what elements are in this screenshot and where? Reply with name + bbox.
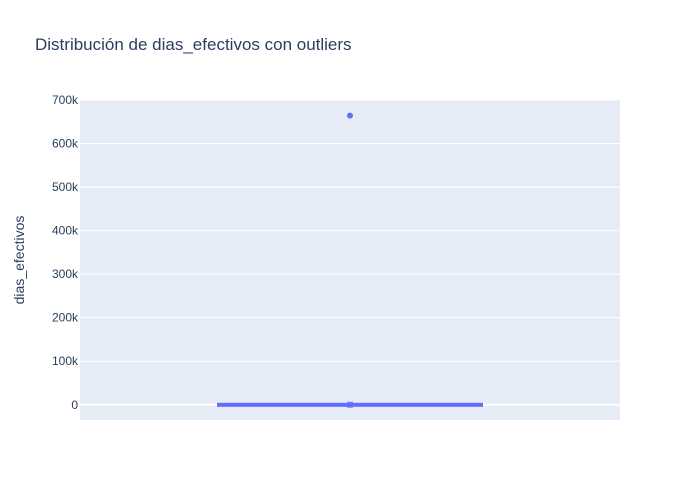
y-axis-ticks: 0 100k 200k 300k 400k 500k 600k 700k: [52, 93, 79, 412]
box-trace[interactable]: [217, 112, 483, 408]
y-tick-label: 300k: [52, 267, 79, 281]
chart-title: Distribución de dias_efectivos con outli…: [35, 35, 352, 54]
y-axis-label: dias_efectivos: [11, 216, 27, 305]
plot-area: [80, 100, 620, 420]
y-tick-label: 500k: [52, 180, 79, 194]
outlier-point[interactable]: [347, 112, 353, 119]
y-tick-label: 700k: [52, 93, 79, 107]
center-marker[interactable]: [347, 401, 353, 408]
y-tick-label: 200k: [52, 311, 79, 325]
y-tick-label: 600k: [52, 137, 79, 151]
y-tick-label: 400k: [52, 224, 79, 238]
y-tick-label: 100k: [52, 354, 79, 368]
y-tick-label: 0: [71, 398, 78, 412]
